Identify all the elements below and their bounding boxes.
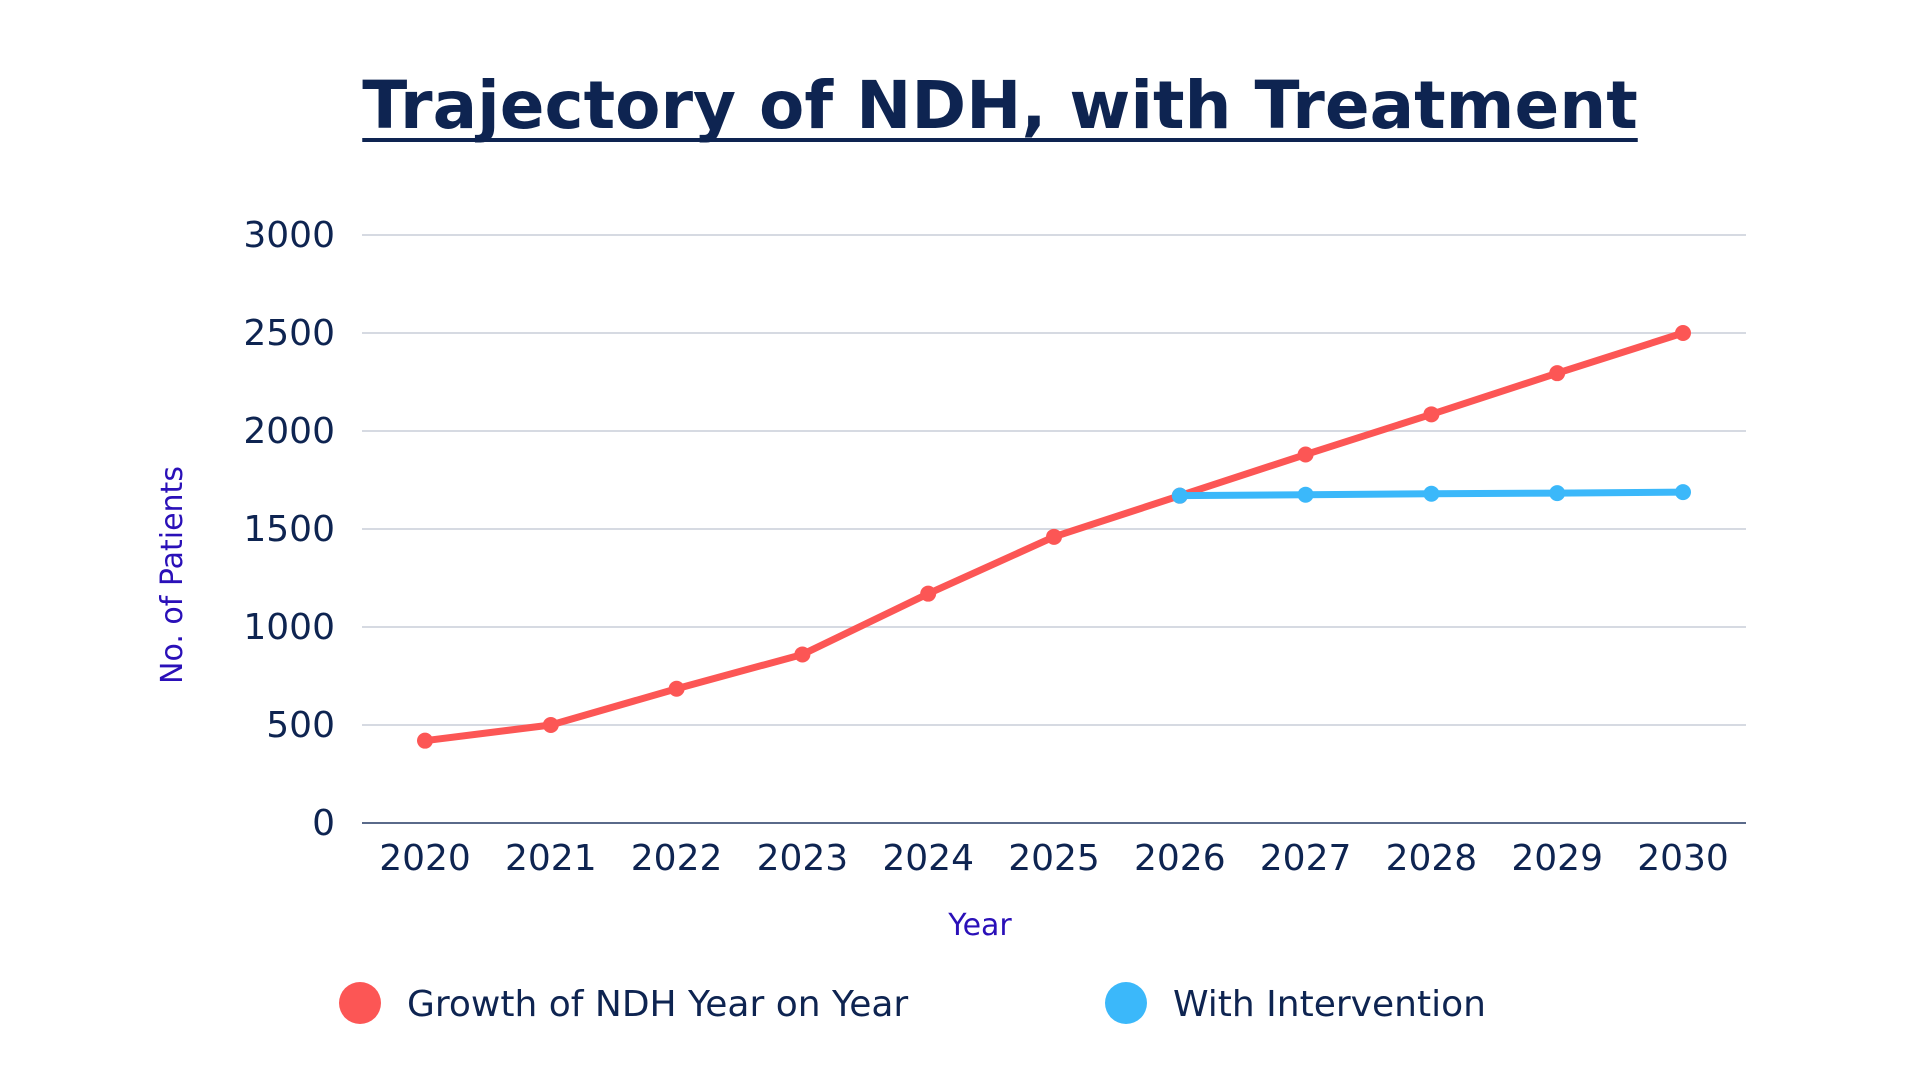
legend-marker <box>1105 982 1147 1024</box>
data-point <box>1423 406 1440 423</box>
x-tick-label: 2027 <box>1260 838 1352 879</box>
x-tick-label: 2020 <box>379 838 471 879</box>
y-axis-ticks: 0 500 1000 1500 2000 2500 3000 <box>243 215 335 844</box>
x-tick-label: 2025 <box>1008 838 1100 879</box>
chart-title-group: Trajectory of NDH, with Treatment <box>362 67 1638 144</box>
x-tick-label: 2021 <box>505 838 597 879</box>
data-point <box>417 732 433 749</box>
data-point <box>1675 484 1691 501</box>
legend-label: Growth of NDH Year on Year <box>407 984 908 1025</box>
x-axis-ticks: 2020 2021 2022 2023 2024 2025 2026 2027 2028 2029… <box>379 838 1729 879</box>
data-point <box>1297 486 1314 503</box>
series-growth-of-ndh <box>417 325 1691 749</box>
x-axis-title: Year <box>947 908 1012 943</box>
data-point <box>668 680 685 697</box>
x-tick-label: 2022 <box>631 838 723 879</box>
legend-item: Growth of NDH Year on Year <box>339 982 908 1025</box>
x-tick-label: 2024 <box>882 838 974 879</box>
x-tick-label: 2030 <box>1637 838 1729 879</box>
data-point <box>1046 528 1062 545</box>
x-tick-label: 2023 <box>757 838 849 879</box>
y-tick-label: 2000 <box>243 411 335 452</box>
data-point <box>1423 485 1440 502</box>
data-point <box>542 717 559 733</box>
data-point <box>794 646 811 663</box>
x-tick-label: 2028 <box>1386 838 1478 879</box>
legend: Growth of NDH Year on Year With Intervent… <box>339 982 1486 1025</box>
series-with-intervention <box>1171 484 1691 504</box>
legend-item: With Intervention <box>1105 982 1486 1025</box>
y-axis-title: No. of Patients <box>155 466 190 684</box>
data-point <box>920 585 937 602</box>
legend-marker <box>339 982 381 1024</box>
y-tick-label: 1000 <box>243 607 335 648</box>
x-tick-label: 2029 <box>1511 838 1603 879</box>
data-point <box>1549 485 1566 502</box>
y-tick-label: 0 <box>312 803 335 844</box>
chart-title: Trajectory of NDH, with Treatment <box>362 67 1638 144</box>
data-point <box>1675 325 1691 341</box>
y-tick-label: 500 <box>266 705 335 746</box>
legend-label: With Intervention <box>1173 984 1486 1025</box>
y-tick-label: 3000 <box>243 215 335 256</box>
x-tick-label: 2026 <box>1134 838 1226 879</box>
data-point <box>1297 446 1314 463</box>
data-point <box>1549 365 1566 382</box>
y-tick-label: 1500 <box>243 509 335 550</box>
data-point <box>1171 487 1188 504</box>
y-tick-label: 2500 <box>243 313 335 354</box>
series-layer <box>417 325 1691 749</box>
